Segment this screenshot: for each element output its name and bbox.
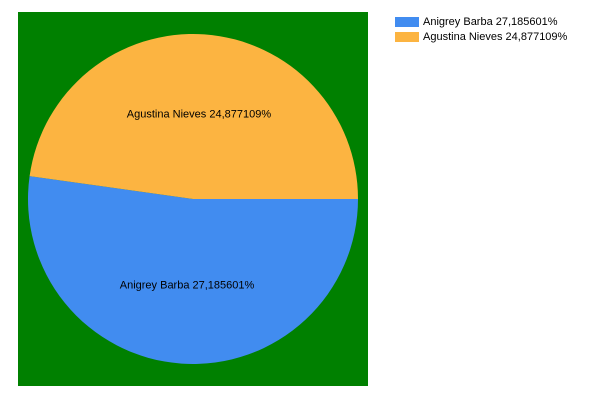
legend-label-0: Anigrey Barba 27,185601%	[423, 15, 558, 28]
legend-label-1: Agustina Nieves 24,877109%	[423, 30, 568, 43]
slice-label-1: Agustina Nieves 24,877109%	[127, 108, 272, 120]
legend-item-1: Agustina Nieves 24,877109%	[395, 29, 567, 44]
pie-slice-0	[28, 176, 359, 364]
legend-swatch-0	[395, 16, 419, 27]
pie-chart: Anigrey Barba 27,185601% Agustina Nieves …	[18, 12, 368, 386]
legend: Anigrey Barba 27,185601% Agustina Nieves …	[395, 14, 567, 44]
pie-slice-1	[29, 33, 358, 200]
legend-swatch-1	[395, 31, 419, 42]
chart-area: Anigrey Barba 27,185601% Agustina Nieves …	[18, 12, 368, 386]
slice-label-0: Anigrey Barba 27,185601%	[120, 280, 255, 292]
legend-item-0: Anigrey Barba 27,185601%	[395, 14, 567, 29]
